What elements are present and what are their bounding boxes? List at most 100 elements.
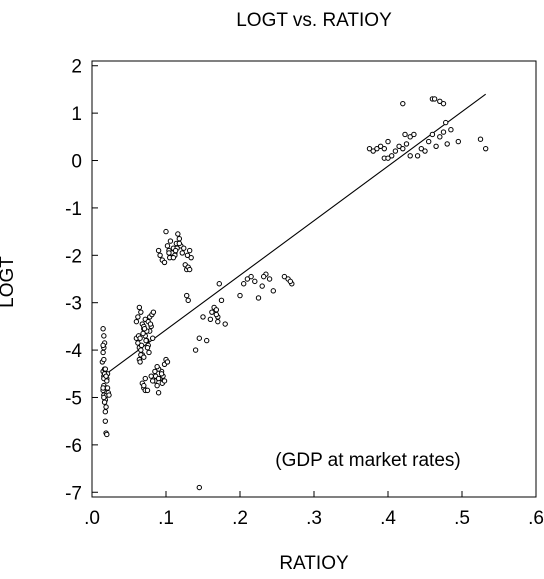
y-tick-label: -7	[65, 483, 82, 504]
data-point	[188, 254, 194, 261]
data-point	[157, 252, 163, 259]
x-tick-label: .2	[232, 508, 248, 529]
data-point	[138, 309, 144, 315]
data-point	[101, 356, 107, 363]
data-point	[176, 240, 183, 247]
data-point	[172, 247, 179, 254]
y-tick-label: -4	[65, 341, 82, 362]
y-tick-label: -1	[65, 199, 82, 220]
data-point	[418, 145, 424, 152]
data-point	[184, 292, 190, 299]
data-point	[154, 363, 160, 370]
data-point	[141, 326, 148, 332]
data-point	[396, 143, 402, 150]
data-point	[400, 100, 406, 107]
data-point	[100, 342, 106, 349]
data-point	[135, 314, 141, 320]
data-point	[196, 335, 203, 341]
data-point	[138, 342, 145, 349]
data-point	[163, 228, 169, 235]
data-point	[104, 431, 110, 438]
data-point	[154, 382, 160, 389]
data-point	[200, 314, 206, 320]
data-point	[152, 368, 158, 375]
chart-title: LOGT vs. RATIOY	[236, 10, 392, 31]
data-point	[209, 309, 215, 315]
data-point	[389, 153, 395, 159]
data-point	[448, 127, 454, 133]
data-point	[140, 330, 146, 337]
data-point	[155, 390, 162, 396]
data-point	[207, 316, 214, 322]
x-tick-label: .0	[84, 508, 100, 529]
data-point	[186, 266, 193, 273]
plot-frame	[91, 60, 537, 498]
y-tick-label: 1	[71, 104, 82, 125]
data-point	[402, 131, 408, 138]
data-point	[281, 273, 288, 280]
y-axis-label: LOGT	[0, 256, 18, 308]
x-tick-label: .4	[380, 508, 396, 529]
data-point	[181, 245, 187, 251]
data-point	[164, 359, 171, 365]
data-point	[167, 238, 174, 244]
data-point	[260, 273, 267, 280]
data-point	[100, 385, 106, 391]
data-point	[137, 359, 143, 365]
data-point	[440, 129, 447, 135]
data-point	[422, 148, 428, 154]
data-point	[385, 138, 391, 145]
data-point	[407, 134, 413, 140]
y-tick-label: -3	[65, 294, 82, 315]
data-point	[433, 143, 439, 150]
data-point	[186, 247, 193, 254]
data-point	[252, 278, 258, 285]
data-point	[176, 236, 183, 242]
data-point	[370, 148, 376, 154]
data-point	[138, 347, 144, 353]
x-tick-label: .5	[454, 508, 470, 529]
x-tick-label: .3	[306, 508, 322, 529]
data-point	[392, 148, 399, 154]
data-point	[104, 378, 110, 384]
data-point	[142, 375, 148, 382]
data-point	[158, 371, 165, 377]
data-point	[144, 387, 151, 394]
x-tick-label: .1	[158, 508, 174, 529]
data-point	[102, 366, 109, 372]
data-point	[155, 375, 162, 382]
data-point	[377, 143, 384, 150]
data-point	[287, 278, 294, 285]
data-point	[184, 252, 191, 259]
data-point	[237, 292, 243, 299]
data-point	[443, 119, 449, 126]
y-tick-label: 2	[71, 57, 82, 78]
data-point	[270, 288, 276, 294]
data-point	[385, 155, 391, 161]
data-point	[407, 153, 413, 159]
data-point	[161, 259, 168, 266]
data-point	[213, 311, 220, 318]
data-point	[136, 304, 143, 311]
y-tick-label: -6	[65, 436, 82, 457]
data-point	[170, 254, 177, 261]
data-point	[148, 373, 154, 379]
data-point	[101, 399, 108, 405]
data-point	[100, 326, 106, 332]
data-point	[150, 309, 157, 315]
data-point	[216, 281, 222, 287]
data-point	[149, 378, 156, 384]
data-point	[437, 98, 443, 104]
data-point	[244, 276, 251, 282]
data-point	[196, 484, 203, 491]
data-point	[155, 247, 162, 254]
data-point	[192, 347, 199, 353]
data-point	[103, 373, 109, 379]
data-point	[403, 141, 410, 147]
data-point	[455, 138, 461, 145]
data-point	[141, 354, 147, 360]
data-point	[102, 418, 109, 424]
data-point	[215, 318, 221, 325]
data-point	[444, 141, 450, 147]
